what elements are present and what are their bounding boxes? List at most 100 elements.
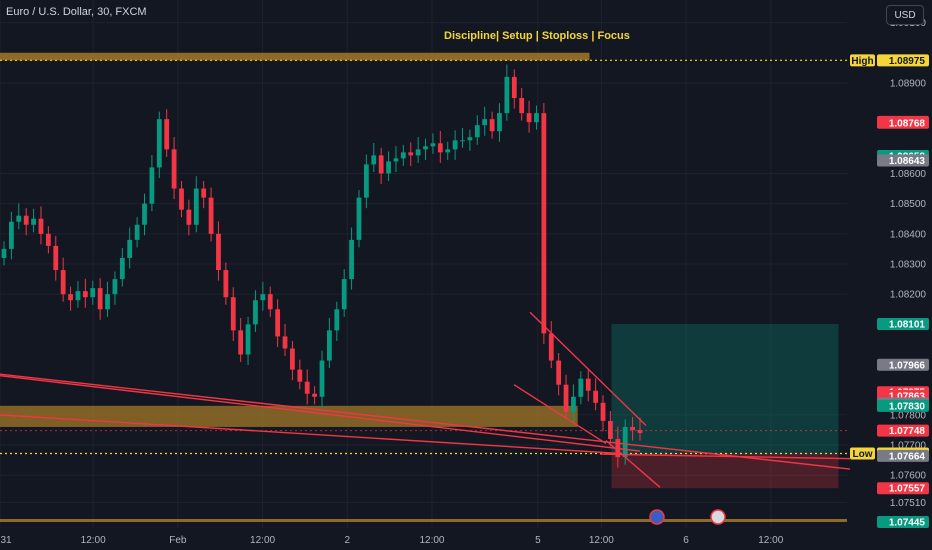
price-tag-value: 1.08975 bbox=[889, 56, 926, 67]
candle bbox=[415, 149, 421, 156]
price-tag-label-box bbox=[850, 54, 875, 67]
candle bbox=[541, 113, 547, 334]
candle bbox=[637, 429, 643, 433]
candle bbox=[600, 402, 606, 421]
candle bbox=[275, 309, 281, 337]
candle bbox=[400, 152, 406, 159]
candle bbox=[437, 143, 443, 153]
chart-grid bbox=[0, 0, 847, 528]
time-tick-label: 6 bbox=[683, 535, 689, 546]
candle bbox=[23, 215, 29, 225]
candle bbox=[474, 125, 480, 138]
price-tag bbox=[877, 449, 929, 462]
stop-zone bbox=[611, 453, 839, 489]
time-tick-label: 5 bbox=[535, 535, 541, 546]
candle bbox=[497, 113, 502, 132]
candle bbox=[608, 420, 613, 440]
candle bbox=[186, 209, 192, 225]
candle bbox=[452, 140, 458, 150]
candle bbox=[230, 297, 236, 331]
currency-button[interactable]: USD bbox=[886, 5, 924, 25]
time-tick-label: Feb bbox=[169, 535, 187, 546]
price-tag-value: 1.08101 bbox=[889, 320, 926, 331]
candle bbox=[1, 248, 7, 258]
candle bbox=[319, 360, 325, 397]
price-tag-value: 1.08768 bbox=[889, 118, 926, 129]
trendlines bbox=[0, 311, 932, 488]
chart-annotation: Discipline| Setup | Stoploss | Focus bbox=[444, 30, 630, 42]
candle bbox=[326, 330, 332, 361]
candle bbox=[519, 98, 525, 114]
price-axis[interactable]: 1.091001.089001.086001.085001.084001.083… bbox=[850, 0, 932, 550]
price-tag-value: 1.08643 bbox=[889, 156, 926, 167]
candle bbox=[585, 378, 591, 391]
candle bbox=[363, 164, 369, 198]
candle bbox=[548, 333, 554, 361]
economic-event-icon bbox=[710, 509, 726, 525]
price-tick-label: 1.07600 bbox=[890, 471, 927, 482]
candle bbox=[238, 330, 244, 355]
price-tag-value: 1.07966 bbox=[889, 360, 926, 371]
candle bbox=[216, 233, 221, 271]
candle bbox=[430, 143, 436, 147]
price-tick-label: 1.07700 bbox=[890, 441, 927, 452]
price-tag-value: 1.07830 bbox=[889, 401, 926, 412]
candle bbox=[378, 155, 384, 174]
price-tag-value: 1.07445 bbox=[889, 518, 926, 529]
candle bbox=[75, 291, 81, 301]
candle bbox=[134, 224, 140, 240]
candle bbox=[593, 390, 599, 403]
price-tag-value: 1.07748 bbox=[889, 426, 926, 437]
price-tag-label-box bbox=[850, 447, 875, 460]
candle bbox=[16, 215, 22, 222]
candle bbox=[578, 378, 584, 397]
price-tick-label: 1.08600 bbox=[890, 169, 927, 180]
candle bbox=[97, 288, 103, 310]
candle bbox=[304, 381, 310, 394]
time-axis[interactable]: 31 12:00 Feb 12:00 2 12:00 5 12:00 6 12:00 bbox=[0, 509, 784, 546]
candle bbox=[386, 161, 391, 174]
candle bbox=[156, 119, 162, 168]
candle bbox=[312, 393, 318, 397]
candle bbox=[179, 188, 184, 210]
candle bbox=[489, 119, 495, 132]
candle bbox=[408, 152, 414, 156]
candle bbox=[223, 270, 229, 298]
price-tag-label: Low bbox=[853, 449, 873, 460]
candle bbox=[127, 239, 133, 258]
candle bbox=[208, 197, 214, 234]
price-tick-label: 1.08200 bbox=[890, 290, 927, 301]
price-tick-label: 1.08300 bbox=[890, 260, 927, 271]
candle bbox=[112, 279, 118, 295]
candle bbox=[193, 188, 199, 225]
trendline bbox=[513, 384, 607, 445]
time-tick-label: 12:00 bbox=[758, 535, 783, 546]
candle bbox=[38, 218, 44, 234]
candle bbox=[149, 167, 155, 204]
candle bbox=[245, 324, 251, 355]
price-tag bbox=[877, 399, 929, 412]
candle bbox=[297, 369, 303, 382]
trendline bbox=[0, 374, 641, 452]
price-tag bbox=[877, 154, 929, 167]
trendline bbox=[605, 439, 661, 488]
economic-event-icon bbox=[649, 509, 665, 525]
candle bbox=[563, 384, 569, 412]
candle bbox=[393, 158, 399, 162]
price-tag bbox=[877, 358, 929, 371]
candle bbox=[630, 426, 636, 430]
time-tick-label: 12:00 bbox=[419, 535, 444, 546]
time-tick-label: 31 bbox=[0, 535, 12, 546]
candle bbox=[142, 203, 147, 225]
candle bbox=[171, 149, 177, 189]
candle bbox=[8, 221, 14, 249]
candle bbox=[260, 294, 266, 301]
candle bbox=[31, 218, 36, 225]
price-tick-label: 1.08400 bbox=[890, 229, 927, 240]
candle bbox=[622, 426, 628, 458]
price-tag bbox=[877, 482, 929, 495]
price-tag-value: 1.07557 bbox=[889, 484, 926, 495]
price-tick-label: 1.07510 bbox=[890, 498, 927, 509]
trendline bbox=[0, 414, 621, 455]
